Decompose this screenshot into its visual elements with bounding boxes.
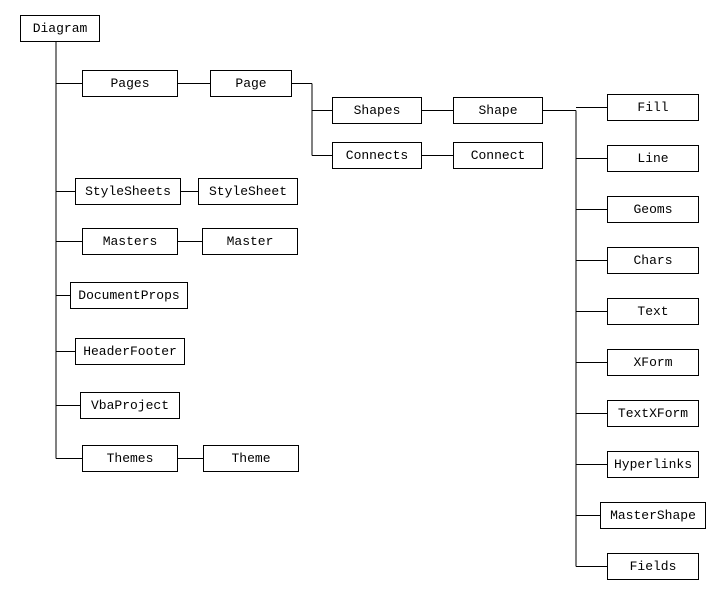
node-documentprops: DocumentProps [70, 282, 188, 309]
node-label: Fields [630, 559, 677, 574]
node-label: Connects [346, 148, 408, 163]
node-label: Diagram [33, 21, 88, 36]
tree-diagram: Diagram Pages Page Shapes Shape Connects Conne… [0, 0, 713, 602]
node-label: Master [227, 234, 274, 249]
node-textxform: TextXForm [607, 400, 699, 427]
node-fill: Fill [607, 94, 699, 121]
node-label: XForm [633, 355, 672, 370]
node-headerfooter: HeaderFooter [75, 338, 185, 365]
node-pages: Pages [82, 70, 178, 97]
node-label: Page [235, 76, 266, 91]
node-shape: Shape [453, 97, 543, 124]
node-label: Text [637, 304, 668, 319]
node-label: Theme [231, 451, 270, 466]
node-label: Shapes [354, 103, 401, 118]
node-label: Masters [103, 234, 158, 249]
node-vbaproject: VbaProject [80, 392, 180, 419]
node-text: Text [607, 298, 699, 325]
node-connect: Connect [453, 142, 543, 169]
node-xform: XForm [607, 349, 699, 376]
node-label: Pages [110, 76, 149, 91]
node-label: Connect [471, 148, 526, 163]
node-label: TextXForm [618, 406, 688, 421]
node-master: Master [202, 228, 298, 255]
node-label: VbaProject [91, 398, 169, 413]
node-diagram: Diagram [20, 15, 100, 42]
node-label: Hyperlinks [614, 457, 692, 472]
node-label: Themes [107, 451, 154, 466]
node-label: MasterShape [610, 508, 696, 523]
node-theme: Theme [203, 445, 299, 472]
node-mastershape: MasterShape [600, 502, 706, 529]
node-geoms: Geoms [607, 196, 699, 223]
node-connects: Connects [332, 142, 422, 169]
node-hyperlinks: Hyperlinks [607, 451, 699, 478]
node-themes: Themes [82, 445, 178, 472]
node-label: StyleSheets [85, 184, 171, 199]
node-label: StyleSheet [209, 184, 287, 199]
node-label: HeaderFooter [83, 344, 177, 359]
node-fields: Fields [607, 553, 699, 580]
node-label: Fill [637, 100, 668, 115]
node-shapes: Shapes [332, 97, 422, 124]
node-label: Chars [633, 253, 672, 268]
node-label: DocumentProps [78, 288, 179, 303]
node-label: Shape [478, 103, 517, 118]
node-chars: Chars [607, 247, 699, 274]
node-masters: Masters [82, 228, 178, 255]
node-line: Line [607, 145, 699, 172]
node-label: Geoms [633, 202, 672, 217]
node-page: Page [210, 70, 292, 97]
node-label: Line [637, 151, 668, 166]
node-stylesheet: StyleSheet [198, 178, 298, 205]
node-stylesheets: StyleSheets [75, 178, 181, 205]
